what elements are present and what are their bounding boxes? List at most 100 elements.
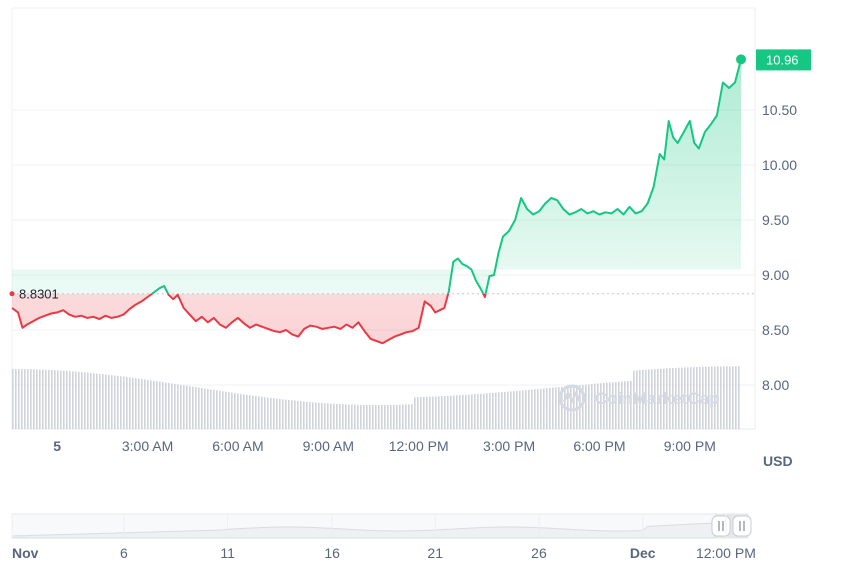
volume-bar (57, 370, 59, 429)
volume-bar (426, 396, 428, 429)
volume-bar (219, 390, 221, 429)
x-tick-label: 12:00 PM (389, 438, 449, 454)
volume-bar (345, 404, 347, 429)
volume-bar (234, 393, 236, 429)
volume-bar (144, 379, 146, 429)
volume-bar (573, 385, 575, 429)
volume-bar (450, 395, 452, 429)
volume-bar (438, 396, 440, 429)
navigator-tick-label: 21 (427, 545, 443, 561)
volume-bar (216, 390, 218, 429)
x-tick-label: 5 (53, 438, 61, 454)
volume-bar (288, 400, 290, 429)
volume-bar (372, 404, 374, 429)
navigator-right-handle[interactable] (732, 515, 752, 537)
volume-bar (399, 404, 401, 429)
volume-bar (42, 369, 44, 429)
volume-bar (516, 390, 518, 429)
volume-bar (696, 367, 698, 429)
volume-bar (291, 400, 293, 429)
volume-bar (12, 369, 14, 429)
volume-bar (33, 369, 35, 429)
volume-bar (153, 380, 155, 429)
navigator-tick-label: 26 (531, 545, 547, 561)
volume-bar (336, 403, 338, 429)
volume-bar (483, 393, 485, 429)
volume-bar (603, 382, 605, 429)
volume-bar (300, 401, 302, 429)
volume-bar (369, 404, 371, 429)
volume-bar (663, 368, 665, 429)
volume-bar (684, 367, 686, 429)
volume-bar (480, 393, 482, 429)
volume-bar (201, 388, 203, 429)
volume-bar (474, 394, 476, 429)
volume-bar (264, 397, 266, 429)
volume-bar (303, 401, 305, 429)
range-navigator[interactable]: Nov 6 11 16 21 26 Dec 12:00 PM (11, 513, 756, 561)
navigator-tick-label: Nov (12, 545, 39, 561)
volume-bar (297, 400, 299, 429)
volume-bar (714, 366, 716, 429)
volume-bar (54, 370, 56, 429)
volume-bar (618, 381, 620, 429)
volume-bar (591, 384, 593, 429)
last-price-label: 10.96 (766, 52, 799, 67)
volume-bar (72, 371, 74, 429)
coinmarketcap-logo-icon (558, 384, 586, 412)
volume-bar (117, 375, 119, 429)
volume-bar (330, 403, 332, 429)
volume-bar (720, 366, 722, 429)
x-tick-label: 3:00 PM (483, 438, 535, 454)
volume-bar (84, 372, 86, 429)
watermark: CoinMarketCap (558, 384, 720, 412)
volume-bar (429, 396, 431, 429)
volume-bar (243, 394, 245, 429)
volume-bar (735, 366, 737, 429)
volume-bar (348, 404, 350, 429)
volume-bar (687, 367, 689, 429)
volume-bar (693, 367, 695, 429)
volume-bar (174, 383, 176, 429)
volume-bar (240, 393, 242, 429)
volume-bar (588, 384, 590, 429)
volume-bar (66, 370, 68, 429)
last-price-marker[interactable] (736, 54, 746, 65)
navigator-tick-label: 12:00 PM (696, 545, 756, 561)
last-price-badge: 10.96 (756, 49, 811, 71)
volume-bar (204, 388, 206, 429)
volume-bar (81, 372, 83, 429)
volume-bar (261, 396, 263, 429)
volume-bar (279, 399, 281, 429)
x-tick-label: 9:00 AM (303, 438, 354, 454)
volume-bar (627, 381, 629, 429)
volume-bar (132, 377, 134, 429)
volume-bar (162, 382, 164, 429)
volume-bar (51, 370, 53, 429)
volume-bar (657, 368, 659, 429)
volume-bar (645, 369, 647, 429)
navigator-left-handle[interactable] (711, 515, 731, 537)
volume-bar (60, 370, 62, 429)
volume-bar (213, 389, 215, 429)
navigator-tick-label: 6 (120, 545, 128, 561)
volume-bar (498, 392, 500, 429)
volume-bar (231, 392, 233, 429)
volume-bar (489, 393, 491, 429)
volume-bar (114, 375, 116, 429)
volume-bar (93, 373, 95, 429)
volume-bar (189, 386, 191, 429)
pause-handle-icon (718, 521, 724, 531)
volume-bar (459, 395, 461, 429)
volume-bar (447, 395, 449, 429)
volume-bar (495, 392, 497, 429)
volume-bar (255, 396, 257, 429)
volume-bar (18, 369, 20, 429)
volume-bar (210, 389, 212, 429)
volume-bar (186, 385, 188, 429)
baseline-label: 8.8301 (19, 287, 59, 302)
volume-bar (669, 368, 671, 429)
volume-bar (702, 366, 704, 429)
volume-bar (267, 397, 269, 429)
